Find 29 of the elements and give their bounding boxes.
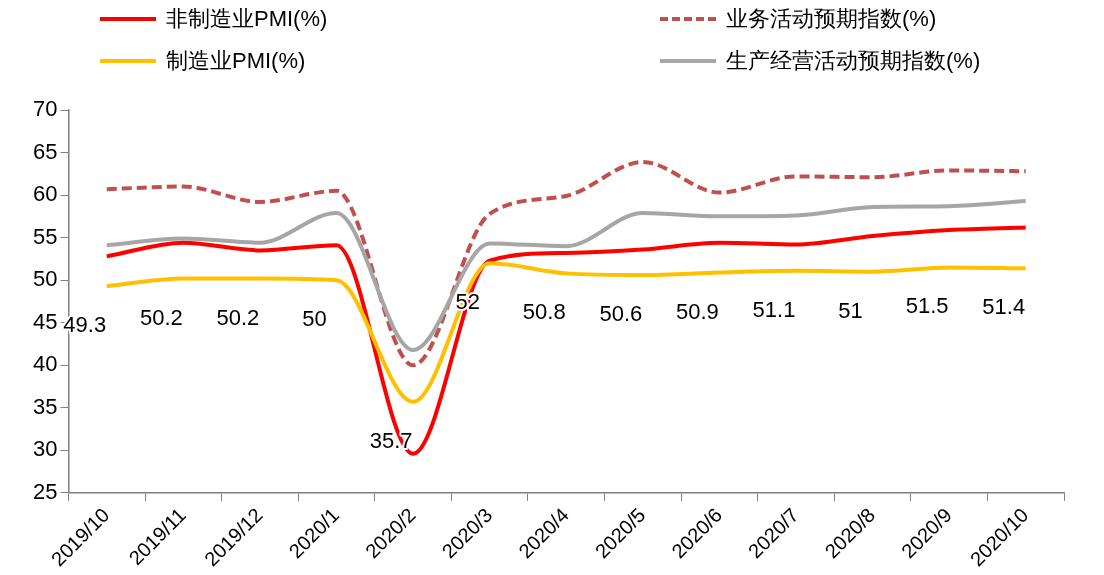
y-tick-label: 40 — [32, 351, 58, 377]
y-tick-label: 30 — [32, 436, 58, 462]
data-label: 50.2 — [216, 304, 260, 330]
y-tick-label: 65 — [32, 138, 58, 164]
legend-label: 制造业PMI(%) — [166, 47, 306, 75]
data-label: 50.2 — [139, 304, 183, 330]
y-tick-label: 60 — [32, 181, 58, 207]
data-label: 51.5 — [905, 293, 949, 319]
y-tick-label: 35 — [32, 393, 58, 419]
line-series — [104, 225, 1028, 456]
data-label: 51 — [838, 297, 863, 323]
data-label: 51.4 — [982, 294, 1026, 320]
legend-label: 生产经营活动预期指数(%) — [726, 47, 981, 75]
data-label: 49.3 — [63, 312, 107, 338]
data-label: 50.6 — [599, 301, 643, 327]
line-series — [104, 261, 1028, 404]
data-label: 51.1 — [752, 296, 796, 322]
line-series — [104, 159, 1028, 368]
y-tick-label: 25 — [32, 478, 58, 504]
data-label: 50.8 — [522, 299, 566, 325]
legend-label: 业务活动预期指数(%) — [726, 5, 937, 33]
legend-label: 非制造业PMI(%) — [166, 5, 328, 33]
data-label: 50 — [302, 306, 327, 332]
line-series — [104, 199, 1028, 352]
y-tick-label: 55 — [32, 223, 58, 249]
data-label: 50.9 — [675, 298, 719, 324]
y-tick-label: 70 — [32, 96, 58, 122]
y-tick-label: 45 — [32, 308, 58, 334]
y-tick-label: 50 — [32, 266, 58, 292]
